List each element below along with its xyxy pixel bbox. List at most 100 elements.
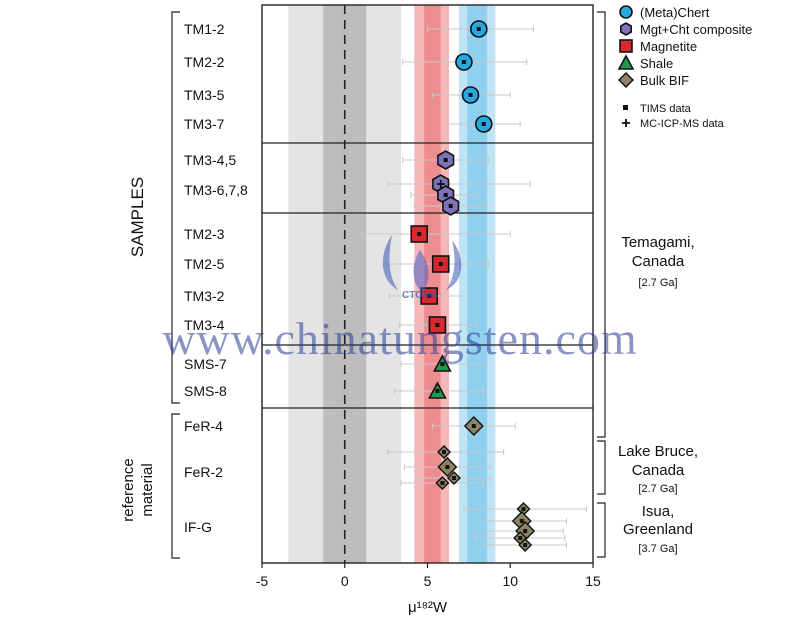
- legend-item: Bulk BIF: [618, 72, 689, 88]
- method-legend-label: MC-ICP-MS data: [640, 118, 725, 130]
- method-symbol: [443, 193, 448, 197]
- method-symbol: [438, 262, 443, 266]
- method-symbol: [417, 232, 422, 236]
- legend-item: Shale: [617, 54, 673, 71]
- method-symbol: [427, 294, 432, 298]
- row-label: SMS-7: [184, 356, 227, 372]
- method-legend-label: TIMS data: [640, 103, 692, 115]
- location-name: Canada: [632, 253, 685, 270]
- row-label: TM2-2: [184, 54, 225, 70]
- reference-bracket: [171, 413, 180, 559]
- lake-bruce-bracket: [597, 440, 606, 495]
- method-symbol: [448, 204, 453, 208]
- plus-icon: [622, 119, 630, 127]
- method-symbol: [468, 93, 473, 97]
- row-label: TM3-6,7,8: [184, 182, 248, 198]
- method-legend-item: TIMS data: [623, 103, 692, 115]
- row-label: TM3-5: [184, 87, 225, 103]
- data-point: [433, 354, 452, 372]
- temagami-bracket: [597, 11, 606, 438]
- legend-label: Shale: [640, 56, 673, 71]
- reference-label-line2: material: [139, 463, 156, 516]
- data-point: [461, 86, 480, 104]
- x-tick-label: 5: [424, 573, 432, 589]
- watermark-logo-icon: [382, 235, 462, 292]
- row-label: TM3-7: [184, 116, 225, 132]
- data-point: [420, 287, 438, 305]
- data-point: [435, 476, 450, 490]
- x-tick-label: 15: [585, 573, 601, 589]
- row-label: TM3-2: [184, 288, 225, 304]
- x-tick-label: 0: [341, 573, 349, 589]
- legend-marker: [618, 72, 634, 88]
- location-age: [3.7 Ga]: [638, 543, 677, 555]
- data-point: [437, 445, 452, 459]
- logo-drop: [382, 235, 398, 290]
- data-point: [437, 150, 455, 170]
- method-symbol: [476, 27, 481, 31]
- x-axis-label: μ¹⁸²W: [408, 599, 448, 616]
- data-point: [474, 115, 493, 133]
- x-tick-label: -5: [256, 573, 269, 589]
- row-label: FeR-4: [184, 418, 223, 434]
- legend-item: Mgt+Cht composite: [619, 22, 752, 37]
- row-label: TM3-4,5: [184, 152, 236, 168]
- data-point: [455, 53, 473, 71]
- legend-marker: [619, 39, 633, 53]
- samples-label: SAMPLES: [128, 177, 147, 257]
- logo-drop: [413, 250, 429, 292]
- samples-bracket: [171, 11, 180, 404]
- method-symbol: [519, 519, 524, 523]
- data-point: [470, 20, 488, 38]
- method-symbol: [461, 60, 466, 64]
- legend-marker: [617, 54, 635, 70]
- method-symbol: [451, 476, 456, 480]
- method-symbol: [440, 481, 445, 485]
- location-name: Isua,: [642, 503, 675, 520]
- legend-label: Bulk BIF: [640, 73, 689, 88]
- location-name: Lake Bruce,: [618, 443, 698, 460]
- location-name: Temagami,: [621, 234, 694, 251]
- method-symbol: [471, 424, 476, 428]
- logo-drop: [446, 240, 462, 290]
- square-icon: [623, 105, 628, 110]
- x-tick-label: 10: [502, 573, 518, 589]
- method-symbol: [435, 323, 440, 327]
- legend-marker: [619, 22, 633, 36]
- data-point: [518, 538, 533, 552]
- method-symbol: [440, 362, 445, 366]
- row-label: TM2-5: [184, 256, 225, 272]
- legend-item: Magnetite: [619, 39, 697, 54]
- reference-label-line1: reference: [120, 458, 137, 521]
- method-symbol: [445, 465, 450, 469]
- row-label: FeR-2: [184, 464, 223, 480]
- legend-label: (Meta)Chert: [640, 5, 710, 20]
- method-symbol: [481, 122, 486, 126]
- location-name: Greenland: [623, 521, 693, 538]
- legend-marker: [619, 5, 633, 19]
- row-label: TM3-4: [184, 317, 225, 333]
- location-name: Canada: [632, 462, 685, 479]
- data-point: [428, 381, 447, 399]
- method-symbol: [442, 450, 447, 454]
- location-age: [2.7 Ga]: [638, 277, 677, 289]
- legend-label: Mgt+Cht composite: [640, 22, 752, 37]
- data-point: [442, 196, 460, 216]
- method-symbol: [521, 507, 526, 511]
- isua-bracket: [597, 502, 606, 558]
- row-label: TM1-2: [184, 21, 225, 37]
- data-point: [463, 416, 484, 436]
- band-red-inner: [424, 5, 441, 563]
- data-point: [410, 225, 429, 243]
- legend-item: (Meta)Chert: [619, 5, 710, 20]
- method-symbol: [435, 389, 440, 393]
- method-symbol: [443, 158, 448, 162]
- row-label: TM2-3: [184, 226, 225, 242]
- method-symbol: [436, 180, 445, 188]
- location-age: [2.7 Ga]: [638, 483, 677, 495]
- legend-label: Magnetite: [640, 39, 697, 54]
- data-point: [428, 316, 447, 334]
- method-symbol: [518, 536, 523, 540]
